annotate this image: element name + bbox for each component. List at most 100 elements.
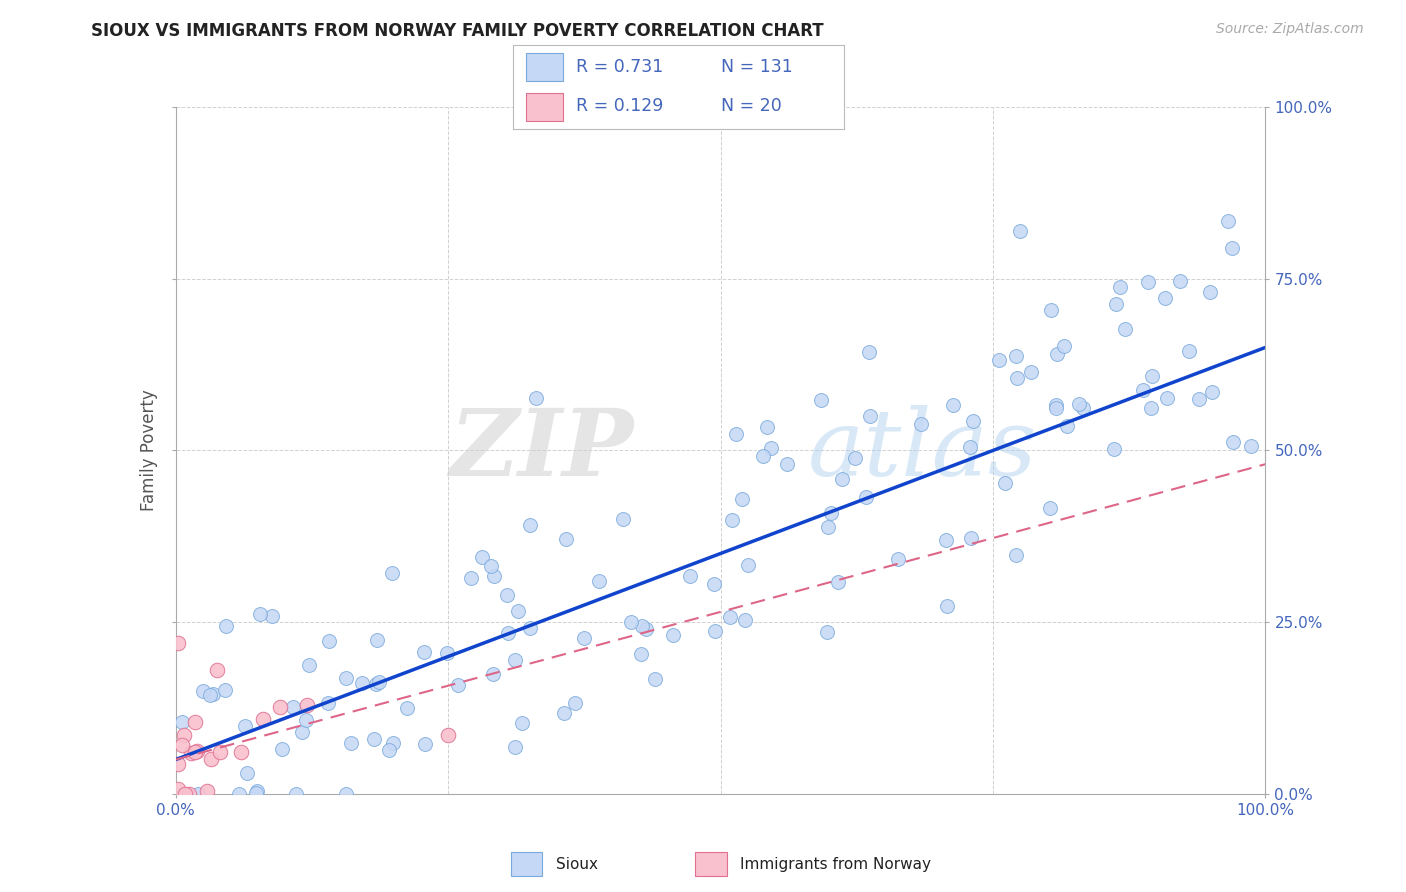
Point (340, 736, 363, 750)
Point (844, 451, 866, 466)
Point (1137, 275, 1160, 289)
Point (482, 569, 505, 583)
Point (988, 353, 1011, 368)
Point (1156, 391, 1178, 405)
Point (1132, 384, 1154, 398)
Point (183, 746, 205, 760)
Point (363, 731, 385, 746)
Point (644, 672, 666, 686)
Point (1010, 224, 1032, 238)
Point (519, 518, 541, 533)
Point (1240, 439, 1263, 453)
Point (855, 490, 877, 504)
Point (718, 609, 741, 624)
Point (959, 531, 981, 545)
Point (437, 728, 460, 742)
Point (471, 550, 494, 565)
Point (396, 700, 419, 714)
Point (519, 621, 541, 635)
Text: ZIP: ZIP (449, 406, 633, 495)
Point (1067, 396, 1090, 410)
Text: atlas: atlas (807, 406, 1038, 495)
Point (815, 624, 838, 639)
Point (761, 441, 783, 455)
Point (1140, 368, 1163, 383)
Point (413, 737, 436, 751)
Point (505, 653, 527, 667)
Point (378, 743, 401, 757)
Point (630, 618, 652, 632)
Point (572, 631, 595, 645)
Point (195, 783, 218, 797)
Point (612, 511, 634, 525)
Point (200, 752, 222, 766)
Point (284, 787, 307, 801)
Point (936, 599, 959, 613)
Point (1102, 442, 1125, 456)
Point (214, 683, 236, 698)
Point (820, 506, 842, 520)
Point (703, 577, 725, 591)
Point (364, 676, 387, 690)
Point (721, 513, 744, 527)
Point (524, 391, 547, 405)
Point (382, 736, 405, 750)
Point (295, 698, 318, 712)
Point (381, 566, 404, 580)
Point (731, 492, 754, 507)
Point (249, 607, 271, 621)
Point (555, 533, 578, 547)
Point (1168, 275, 1191, 289)
Point (725, 426, 748, 441)
Text: N = 20: N = 20 (721, 97, 782, 115)
Point (1005, 371, 1028, 385)
Point (183, 715, 205, 730)
Point (172, 787, 194, 801)
Point (661, 628, 683, 642)
Point (198, 688, 221, 702)
Point (1220, 241, 1243, 255)
Point (588, 574, 610, 588)
Point (186, 744, 208, 758)
Point (859, 409, 882, 424)
Point (737, 558, 759, 572)
Point (1201, 384, 1223, 399)
Point (1188, 392, 1211, 406)
Point (817, 519, 839, 533)
Point (262, 609, 284, 624)
Text: R = 0.731: R = 0.731 (576, 58, 664, 76)
Point (482, 667, 505, 681)
Point (180, 747, 202, 761)
Point (1216, 214, 1239, 228)
Point (959, 440, 981, 454)
Point (564, 696, 586, 710)
Point (193, 683, 215, 698)
Text: N = 131: N = 131 (721, 58, 793, 76)
Point (679, 569, 702, 583)
Bar (526, 54, 562, 81)
Point (209, 745, 232, 759)
Point (1004, 349, 1026, 363)
Point (1105, 297, 1128, 311)
Text: R = 0.129: R = 0.129 (576, 97, 664, 115)
Point (752, 449, 775, 463)
Text: Source: ZipAtlas.com: Source: ZipAtlas.com (1216, 22, 1364, 37)
Point (174, 787, 197, 801)
Point (246, 783, 269, 797)
Point (460, 571, 482, 585)
Point (1178, 344, 1201, 359)
Point (630, 647, 652, 661)
Point (350, 676, 373, 690)
Point (1021, 365, 1043, 379)
Point (776, 457, 799, 471)
Text: SIOUX VS IMMIGRANTS FROM NORWAY FAMILY POVERTY CORRELATION CHART: SIOUX VS IMMIGRANTS FROM NORWAY FAMILY P… (91, 22, 824, 40)
Point (827, 574, 849, 589)
Point (318, 634, 340, 648)
Y-axis label: Family Poverty: Family Poverty (141, 390, 159, 511)
Bar (695, 853, 727, 876)
Point (447, 678, 470, 692)
Point (1039, 500, 1062, 515)
Point (1114, 321, 1136, 335)
Point (508, 604, 530, 618)
Point (1222, 434, 1244, 449)
